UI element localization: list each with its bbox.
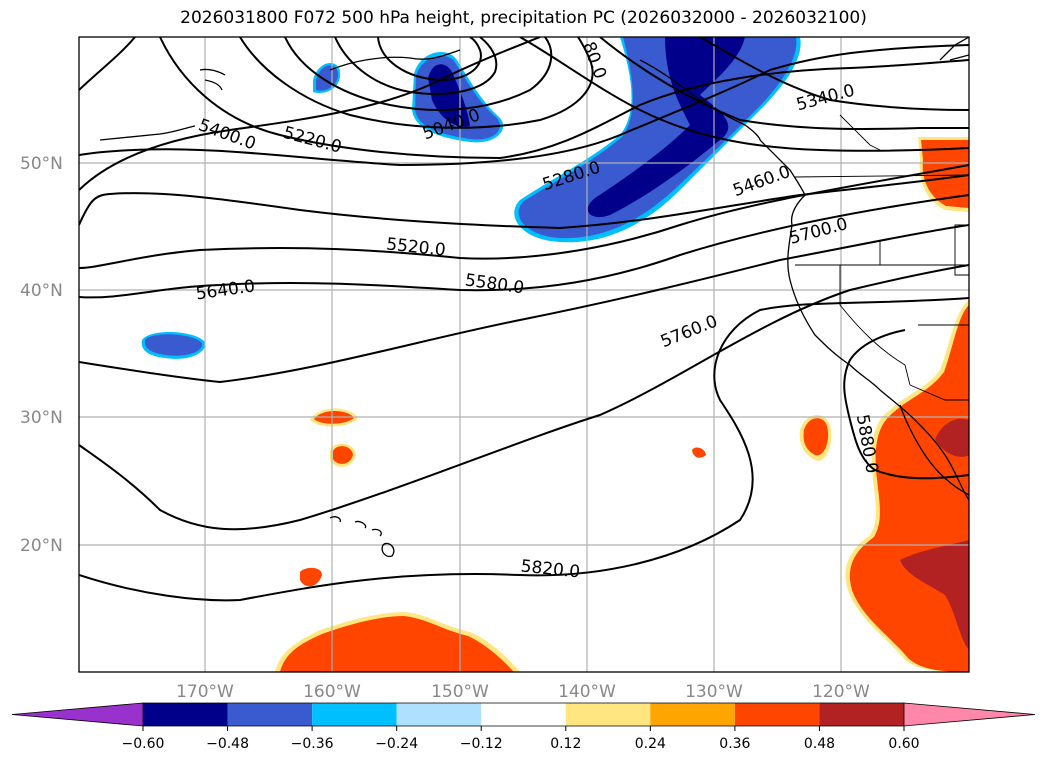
colorbar-tick-label: 0.36 (719, 736, 750, 752)
colorbar-tick-label: −0.48 (206, 736, 249, 752)
lon-label: 130°W (685, 682, 743, 702)
precip-pos-region (921, 140, 969, 208)
figure-title: 2026031800 F072 500 hPa height, precipit… (180, 8, 867, 28)
precip-pos-region (300, 567, 322, 587)
political-borders (794, 114, 969, 401)
lon-label: 140°W (558, 682, 616, 702)
colorbar: −0.60 −0.48 −0.36 −0.24 −0.12 0.12 0.24 0.36 0.4… (11, 702, 1036, 752)
precip-pos-region (692, 447, 706, 458)
lon-label: 150°W (431, 682, 489, 702)
colorbar-extend-low (11, 702, 144, 727)
colorbar-segment (819, 703, 904, 726)
colorbar-segment (227, 703, 313, 726)
colorbar-outline (143, 702, 904, 727)
colorbar-segment (143, 703, 228, 726)
precip-pos-region (333, 446, 353, 464)
precip-neg-region (587, 37, 745, 218)
colorbar-tick-label: 0.12 (550, 736, 581, 752)
precip-pos-region (280, 616, 514, 672)
colorbar-tick-label: −0.24 (375, 736, 418, 752)
lat-label: 40°N (20, 281, 63, 301)
colorbar-tick-label: −0.36 (291, 736, 334, 752)
lat-label: 20°N (20, 536, 63, 556)
colorbar-segment (481, 703, 566, 726)
colorbar-tick-label: 0.48 (804, 736, 835, 752)
colorbar-segment (312, 703, 397, 726)
precip-pos-region (900, 540, 969, 650)
colorbar-segment (565, 703, 651, 726)
lat-label: 50°N (20, 154, 63, 174)
colorbar-tick-label: −0.60 (122, 736, 165, 752)
height-contours (79, 37, 969, 602)
precip-pos-region (803, 418, 829, 456)
latitude-labels: 50°N 40°N 30°N 20°N (20, 154, 63, 556)
longitude-labels: 170°W 160°W 150°W 140°W 130°W 120°W (176, 682, 870, 702)
lon-label: 170°W (176, 682, 234, 702)
colorbar-segment (734, 703, 820, 726)
colorbar-segment (396, 703, 482, 726)
precip-neg-region (144, 334, 203, 356)
colorbar-tick-label: 0.60 (888, 736, 919, 752)
colorbar-tick-label: 0.24 (635, 736, 666, 752)
lon-label: 120°W (812, 682, 870, 702)
colorbar-segment (650, 703, 735, 726)
colorbar-tick-label: −0.12 (460, 736, 503, 752)
precip-neg-region (518, 37, 797, 239)
precip-pos-region (935, 418, 969, 457)
colorbar-extend-high (903, 702, 1036, 727)
lat-label: 30°N (20, 408, 63, 428)
lon-label: 160°W (303, 682, 361, 702)
